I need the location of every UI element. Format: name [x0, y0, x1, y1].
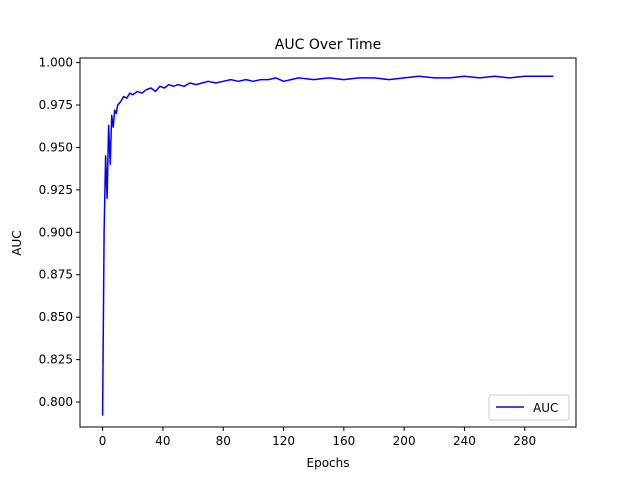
x-tick-label: 240: [453, 434, 476, 448]
y-tick-label: 0.975: [39, 98, 73, 112]
y-tick-label: 0.900: [39, 225, 73, 239]
series-line-auc: [101, 75, 554, 416]
x-tick-label: 120: [272, 434, 295, 448]
y-tick-label: 0.875: [39, 268, 73, 282]
y-tick-label: 0.925: [39, 183, 73, 197]
y-tick-label: 0.800: [39, 395, 73, 409]
chart-title: AUC Over Time: [275, 37, 381, 53]
x-tick-label: 200: [393, 434, 416, 448]
plot-area: [79, 57, 577, 428]
x-tick-label: 80: [216, 434, 231, 448]
x-tick-label: 160: [332, 434, 355, 448]
legend-box: [488, 394, 570, 421]
x-tick-label: 280: [513, 434, 536, 448]
y-tick-label: 0.950: [39, 140, 73, 154]
axes-frame: [79, 57, 577, 428]
legend-label-auc: AUC: [533, 401, 558, 415]
y-tick-label: 1.000: [39, 56, 73, 70]
x-tick-label: 0: [99, 434, 107, 448]
y-tick-label: 0.850: [39, 310, 73, 324]
x-axis-ticks: 0 40 80 120 160 200 240 280: [99, 427, 536, 448]
series-layer: [101, 75, 554, 416]
y-tick-label: 0.825: [39, 353, 73, 367]
y-axis-label: AUC: [10, 230, 24, 255]
x-axis-label: Epochs: [307, 456, 350, 470]
y-axis-ticks: 0.800 0.825 0.850 0.875 0.900 0.925 0.950 0.975…: [39, 56, 80, 409]
legend: AUC: [488, 394, 570, 421]
x-tick-label: 40: [155, 434, 170, 448]
